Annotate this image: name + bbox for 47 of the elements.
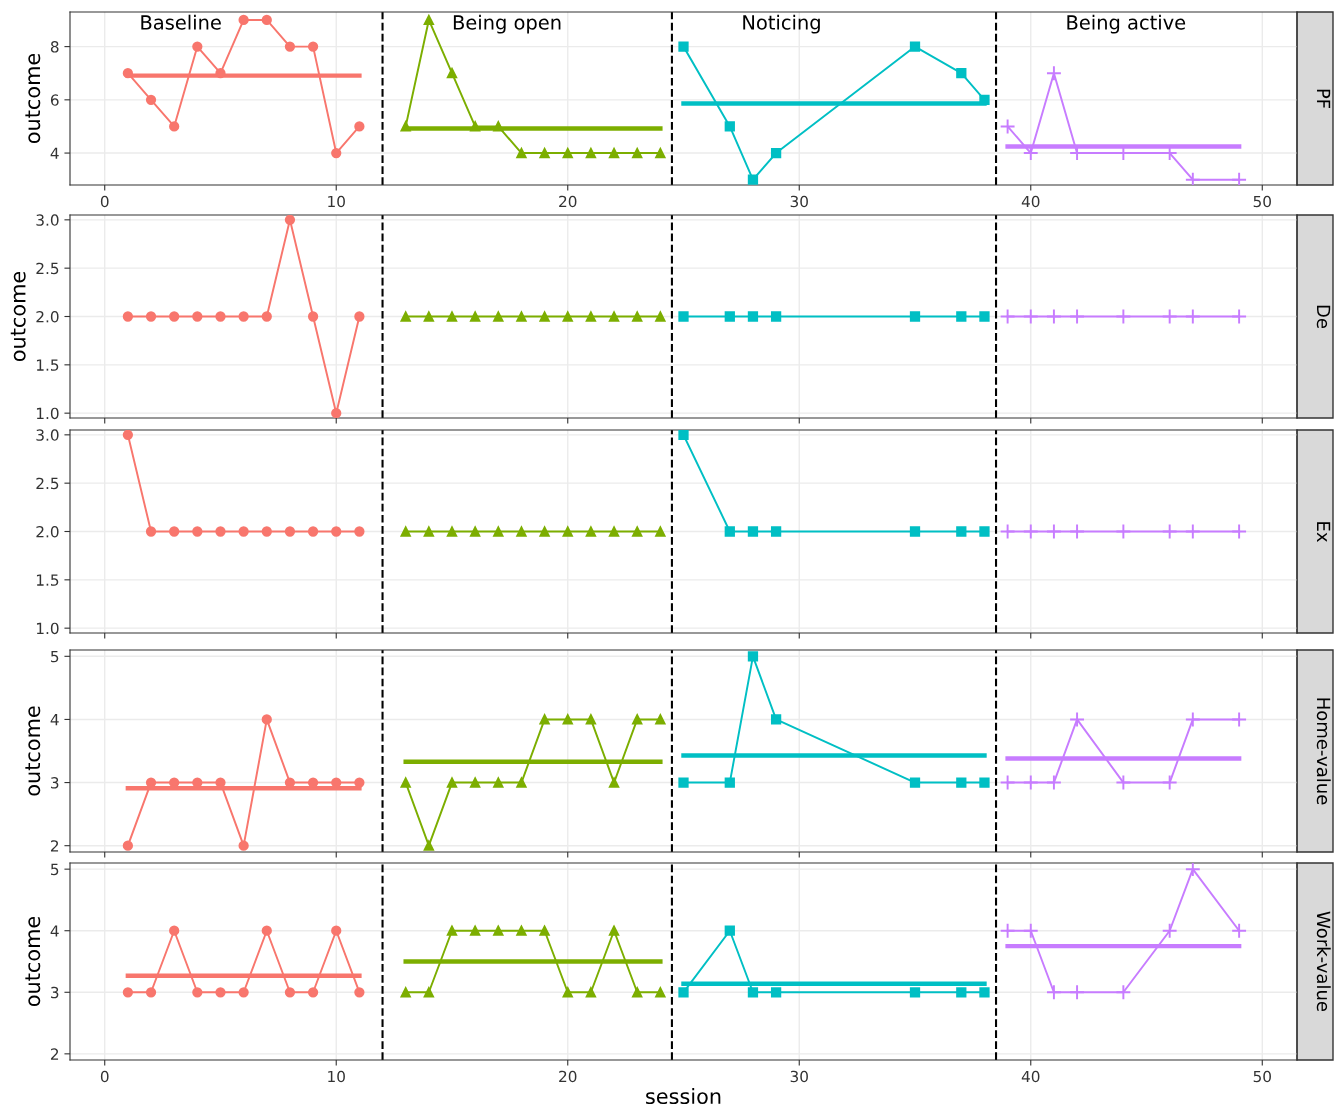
y-tick-label: 3.0 xyxy=(36,429,59,441)
y-tick-label: 4 xyxy=(50,147,59,159)
x-tick-label: 0 xyxy=(100,195,109,208)
x-tick-label: 40 xyxy=(1021,1070,1040,1083)
y2-axis-title: De xyxy=(1316,305,1331,329)
y-tick-label: 4 xyxy=(50,714,59,726)
y-tick-label: 2.5 xyxy=(36,262,59,275)
y-axis-title: outcome xyxy=(25,53,41,144)
y2-axis-title: Home-value xyxy=(1316,698,1331,805)
y-tick-label: 6 xyxy=(50,94,59,106)
y-tick-label: 1.0 xyxy=(36,407,59,420)
y-tick-label: 2.5 xyxy=(36,477,59,490)
x-tick-label: 10 xyxy=(328,1070,345,1083)
y2-axis-title: PF xyxy=(1317,89,1331,109)
y-tick-label: 1.5 xyxy=(36,574,59,586)
y-tick-label: 4 xyxy=(50,925,59,937)
y-tick-label: 3 xyxy=(51,777,59,789)
x-tick-label: 50 xyxy=(1253,1070,1271,1083)
annotation: Baseline xyxy=(141,14,221,30)
y-axis-title: outcome xyxy=(25,706,41,796)
annotation: Being active xyxy=(1067,14,1186,34)
annotation: Being open xyxy=(453,14,561,34)
x-axis-title: session xyxy=(646,1087,721,1105)
y-tick-label: 2 xyxy=(50,840,59,852)
x-tick-label: 50 xyxy=(1253,195,1271,208)
x-tick-label: 10 xyxy=(328,195,345,208)
x-tick-label: 30 xyxy=(790,1070,808,1083)
y-axis-title: outcome xyxy=(25,916,41,1007)
y2-axis-title: Ex xyxy=(1317,522,1331,542)
y2-axis-title: Work-value xyxy=(1316,911,1331,1012)
y-tick-label: 5 xyxy=(51,650,59,663)
x-tick-label: 30 xyxy=(790,195,808,208)
y-tick-label: 5 xyxy=(51,863,59,876)
y-tick-label: 2.0 xyxy=(36,525,59,538)
x-tick-label: 20 xyxy=(559,195,577,208)
y-tick-label: 2 xyxy=(50,1048,59,1060)
y-axis-title: outcome xyxy=(10,271,26,362)
x-tick-label: 0 xyxy=(100,1070,109,1083)
x-tick-label: 20 xyxy=(559,1070,577,1083)
y-tick-label: 1.0 xyxy=(36,622,59,635)
y-tick-label: 3 xyxy=(51,986,59,999)
y-tick-label: 8 xyxy=(50,41,59,53)
annotation: Noticing xyxy=(743,14,820,34)
x-tick-label: 40 xyxy=(1021,195,1040,208)
y-tick-label: 3.0 xyxy=(36,214,59,226)
y-tick-label: 2.0 xyxy=(36,310,59,323)
y-tick-label: 1.5 xyxy=(36,359,59,371)
